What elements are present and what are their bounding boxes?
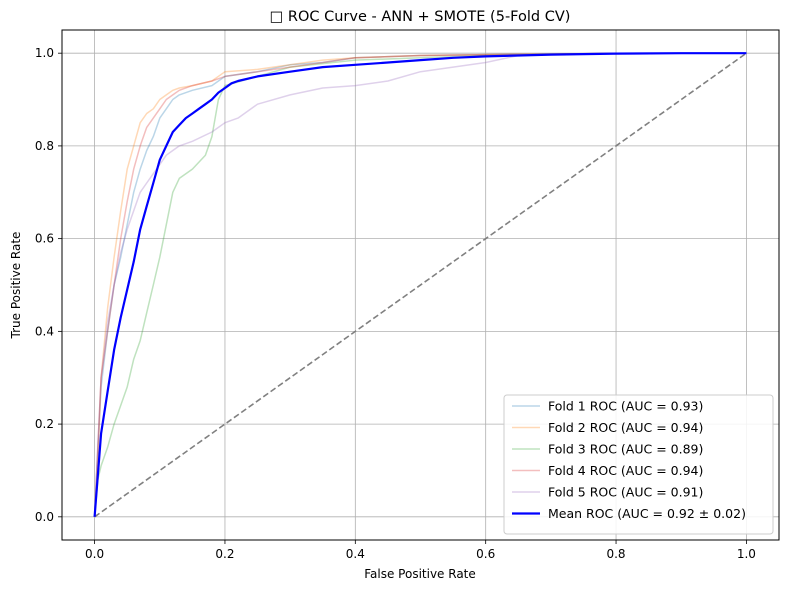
y-tick-label: 0.8 xyxy=(35,139,54,153)
x-tick-label: 1.0 xyxy=(737,547,756,561)
y-tick-label: 1.0 xyxy=(35,46,54,60)
legend: Fold 1 ROC (AUC = 0.93) Fold 2 ROC (AUC =… xyxy=(503,394,774,535)
legend-entry-label: Fold 3 ROC (AUC = 0.89) xyxy=(548,442,703,457)
y-tick-label: 0.2 xyxy=(35,417,54,431)
x-axis-label: False Positive Rate xyxy=(364,567,476,581)
x-tick-label: 0.4 xyxy=(346,547,365,561)
legend-entry-label: Mean ROC (AUC = 0.92 ± 0.02) xyxy=(548,506,746,521)
roc-series-line-5 xyxy=(93,52,747,517)
x-axis-ticks: 0.0 0.2 0.4 0.6 0.8 1.0 xyxy=(85,540,756,561)
plot-frame xyxy=(61,29,780,541)
roc-series-line-1 xyxy=(93,52,747,517)
legend-entry-label: Fold 1 ROC (AUC = 0.93) xyxy=(548,399,703,414)
x-tick-label: 0.0 xyxy=(85,547,104,561)
roc-series-line-2 xyxy=(93,52,747,517)
roc-series-line-3 xyxy=(93,52,747,517)
y-tick-label: 0.4 xyxy=(35,324,54,338)
grid xyxy=(62,30,779,540)
series-layer xyxy=(93,52,747,517)
x-tick-label: 0.2 xyxy=(215,547,234,561)
legend-entry-label: Fold 4 ROC (AUC = 0.94) xyxy=(548,463,703,478)
x-tick-label: 0.6 xyxy=(476,547,495,561)
legend-box xyxy=(503,394,774,535)
chance-reference-line xyxy=(94,52,747,518)
y-tick-label: 0.0 xyxy=(35,510,54,524)
legend-entry-label: Fold 5 ROC (AUC = 0.91) xyxy=(548,485,703,500)
legend-entry-label: Fold 2 ROC (AUC = 0.94) xyxy=(548,420,703,435)
roc-series-line-4 xyxy=(93,52,747,517)
chart-title: □ ROC Curve - ANN + SMOTE (5-Fold CV) xyxy=(270,9,571,25)
roc-series-line-6 xyxy=(93,52,747,517)
reference-line-layer xyxy=(94,52,747,518)
y-tick-label: 0.6 xyxy=(35,232,54,246)
y-axis-ticks: 0.0 0.2 0.4 0.6 0.8 1.0 xyxy=(35,46,62,524)
y-axis-label: True Positive Rate xyxy=(9,232,23,340)
x-tick-label: 0.8 xyxy=(606,547,625,561)
